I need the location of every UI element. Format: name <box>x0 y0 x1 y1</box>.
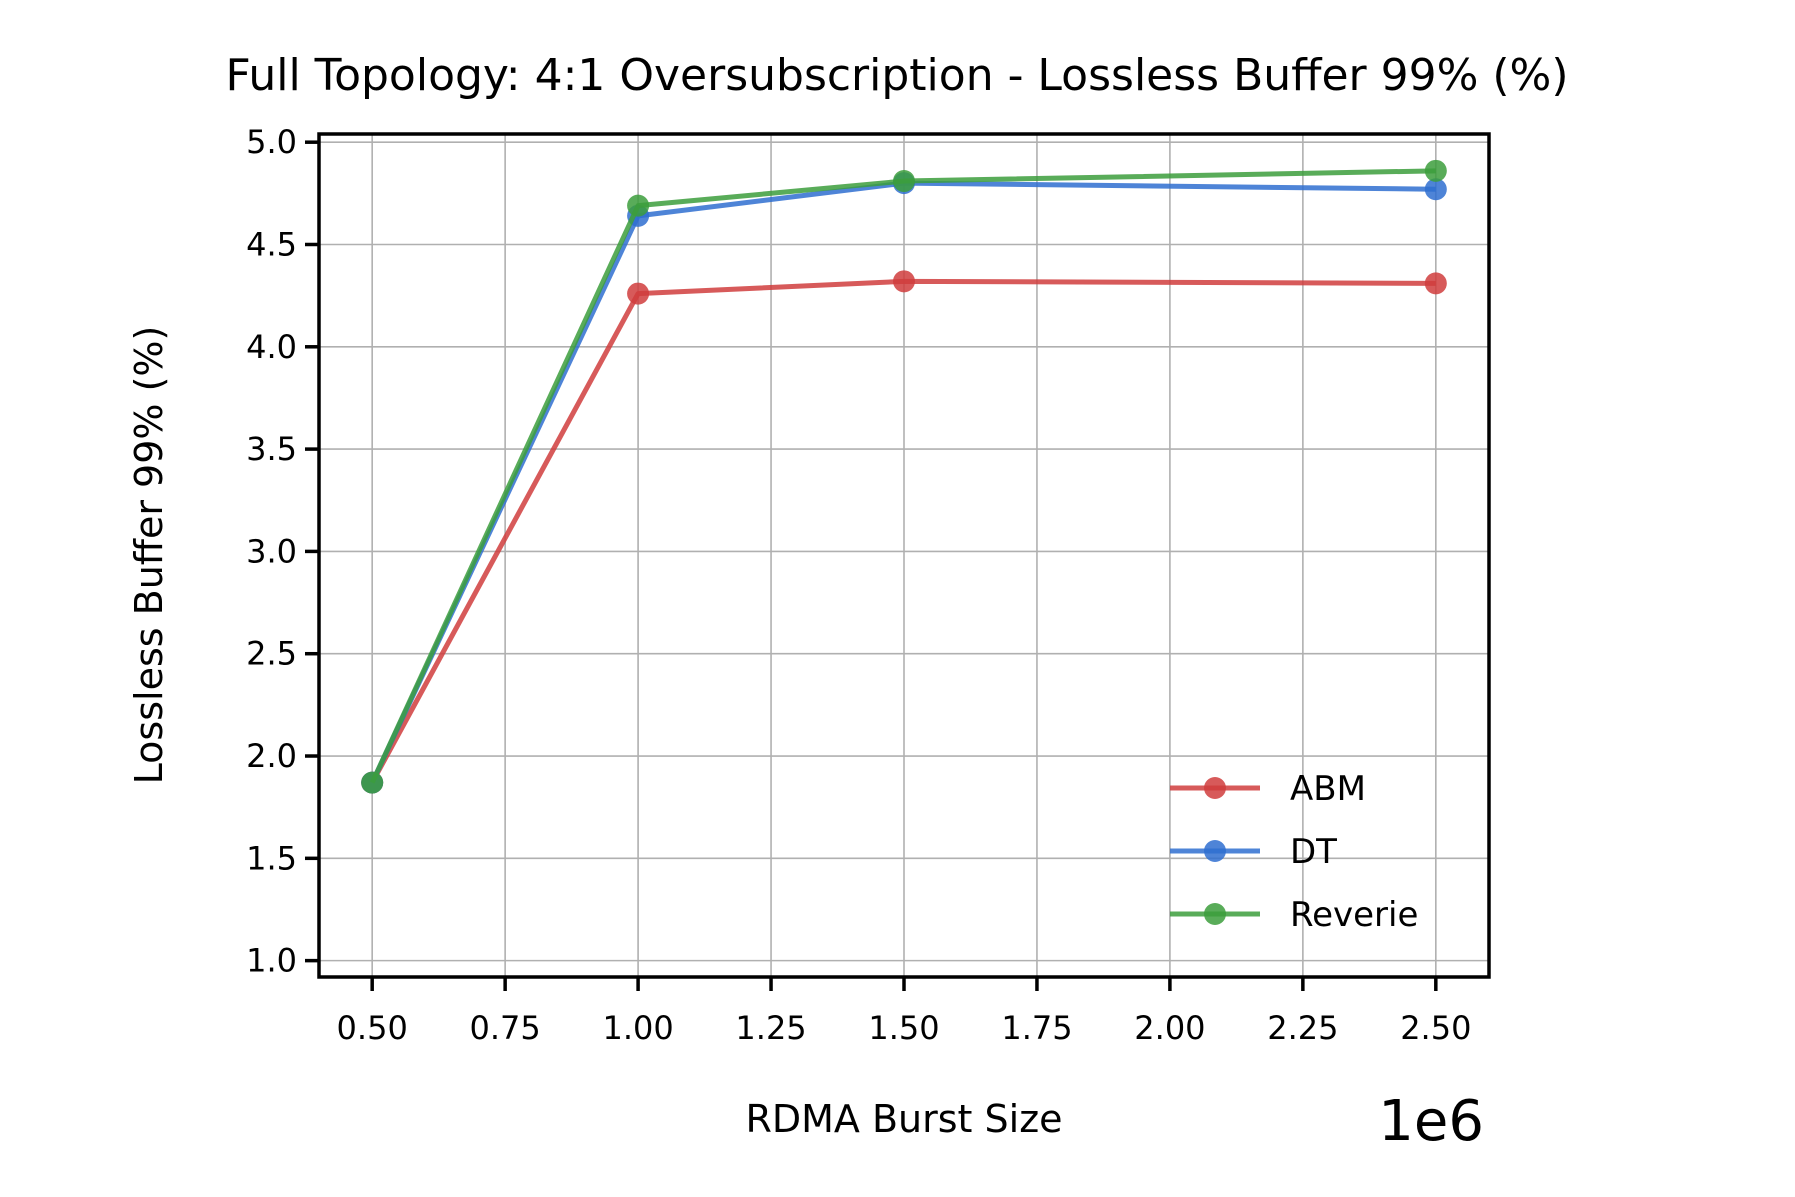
data-point-dt <box>1424 178 1447 201</box>
legend-label-dt: DT <box>1290 832 1337 872</box>
data-point-reverie <box>893 170 915 193</box>
x-tick-label: 2.00 <box>1134 1009 1205 1047</box>
data-point-abm <box>893 270 915 293</box>
y-axis-label: Lossless Buffer 99% (%) <box>127 326 171 785</box>
data-point-reverie <box>1424 159 1447 182</box>
y-tick-label: 1.0 <box>246 942 297 980</box>
y-tick-label: 4.0 <box>246 328 297 366</box>
data-point-reverie <box>361 771 384 794</box>
legend-label-abm: ABM <box>1290 769 1366 809</box>
y-tick-label: 2.5 <box>246 635 297 673</box>
axis-ticks: 0.50 0.75 1.00 1.25 1.50 1.75 2.00 2.25 2.50 1.0 1… <box>246 123 1471 1047</box>
x-axis-label: RDMA Burst Size <box>745 1097 1062 1141</box>
y-tick-label: 3.0 <box>246 532 297 570</box>
y-tick-label: 5.0 <box>246 123 297 161</box>
data-point-reverie <box>627 194 650 217</box>
x-axis-offset-label: 1e6 <box>1378 1089 1484 1154</box>
x-tick-label: 0.50 <box>337 1009 408 1047</box>
y-tick-label: 2.0 <box>246 737 297 775</box>
legend-marker-reverie <box>1204 903 1226 925</box>
y-tick-label: 3.5 <box>246 430 297 468</box>
x-tick-label: 1.75 <box>1001 1009 1072 1047</box>
x-tick-label: 1.50 <box>868 1009 939 1047</box>
grid-lines <box>319 134 1489 977</box>
x-tick-label: 2.25 <box>1267 1009 1338 1047</box>
series-line-abm <box>369 278 1436 784</box>
legend: ABM DT Reverie <box>1170 769 1418 935</box>
y-tick-label: 1.5 <box>246 839 297 877</box>
legend-marker-dt <box>1204 840 1226 862</box>
x-tick-label: 1.25 <box>735 1009 806 1047</box>
legend-marker-abm <box>1204 777 1226 799</box>
x-tick-label: 0.75 <box>470 1009 541 1047</box>
x-tick-label: 1.00 <box>602 1009 673 1047</box>
data-point-abm <box>627 282 650 305</box>
data-point-abm <box>1424 272 1447 295</box>
y-tick-label: 4.5 <box>246 225 297 263</box>
legend-label-reverie: Reverie <box>1290 895 1418 935</box>
series-layer <box>361 159 1447 794</box>
chart-title: Full Topology: 4:1 Oversubscription - Lo… <box>225 50 1568 101</box>
x-tick-label: 2.50 <box>1400 1009 1471 1047</box>
series-line-reverie <box>369 168 1436 784</box>
